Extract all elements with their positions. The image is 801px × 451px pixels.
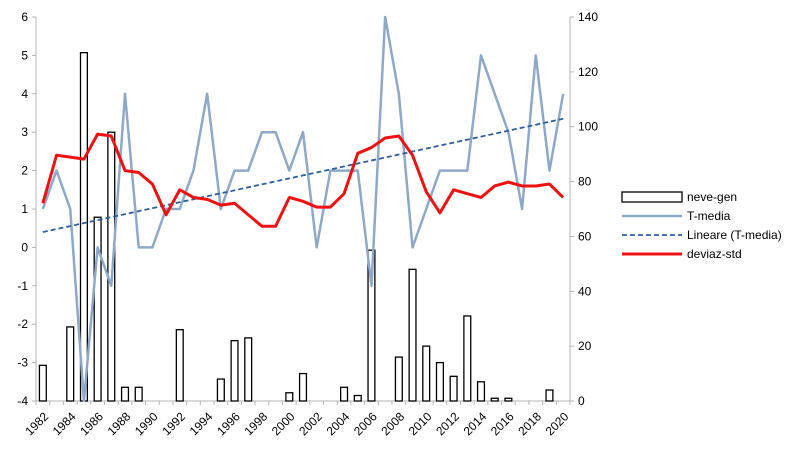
x-tick-label: 1992 <box>159 409 188 438</box>
bar-neve-gen <box>394 356 403 402</box>
x-tick-label: 1994 <box>187 409 216 438</box>
bar-neve-gen <box>230 340 239 402</box>
line-t-media <box>41 15 565 403</box>
line-trend-t-media <box>42 117 564 233</box>
x-tick-label: 1996 <box>214 409 243 438</box>
bar-neve-gen <box>93 216 102 402</box>
x-tick-label: 2020 <box>543 409 572 438</box>
legend-item: neve-gen <box>621 190 737 204</box>
tick-labels: -4-3-2-101234560204060801001201401982198… <box>17 10 598 438</box>
x-tick-label: 1988 <box>105 409 134 438</box>
y-right-tick-label: 100 <box>578 120 598 134</box>
y-left-tick-label: -1 <box>17 279 28 293</box>
bar-neve-gen <box>449 375 458 402</box>
legend-label: T-media <box>687 209 731 223</box>
x-tick-label: 2006 <box>351 409 380 438</box>
legend-label: Lineare (T-media) <box>687 228 782 242</box>
bar-neve-gen <box>79 52 88 402</box>
bar-neve-gen <box>216 378 225 402</box>
line-deviaz-std <box>41 132 565 228</box>
y-left-tick-label: 3 <box>21 125 28 139</box>
bar-neve-gen <box>490 397 499 402</box>
bar-neve-gen <box>66 326 75 402</box>
bar-neve-gen <box>244 337 253 402</box>
legend-item: deviaz-std <box>622 247 742 261</box>
y-right-tick-label: 120 <box>578 65 598 79</box>
bar-neve-gen <box>422 345 431 402</box>
bar-neve-gen <box>134 386 143 402</box>
x-tick-label: 1984 <box>50 409 79 438</box>
bar-neve-gen <box>38 364 47 402</box>
y-left-tick-label: 0 <box>21 240 28 254</box>
bar-neve-gen <box>545 389 554 402</box>
y-left-tick-label: -3 <box>17 356 28 370</box>
x-tick-label: 2004 <box>324 409 353 438</box>
y-right-tick-label: 140 <box>578 10 598 24</box>
x-tick-label: 1990 <box>132 409 161 438</box>
bar-neve-gen <box>504 397 513 402</box>
bar-series <box>38 52 554 402</box>
x-tick-label: 2014 <box>461 409 490 438</box>
line-series <box>41 15 565 403</box>
x-tick-label: 2018 <box>515 409 544 438</box>
bar-neve-gen <box>476 381 486 402</box>
y-left-tick-label: -2 <box>17 317 28 331</box>
x-tick-label: 2008 <box>378 409 407 438</box>
bar-neve-gen <box>367 249 376 402</box>
bar-neve-gen <box>120 386 130 402</box>
bar-neve-gen <box>175 329 184 402</box>
bar-neve-gen <box>340 386 349 402</box>
bar-neve-gen <box>353 394 362 402</box>
bar-neve-gen <box>408 268 417 402</box>
legend-swatch <box>621 191 683 203</box>
legend-label: deviaz-std <box>687 247 742 261</box>
bar-neve-gen <box>107 131 116 402</box>
bar-neve-gen <box>463 315 472 402</box>
legend-item: Lineare (T-media) <box>622 228 782 242</box>
x-tick-label: 2010 <box>406 409 435 438</box>
y-left-tick-label: 1 <box>21 202 28 216</box>
y-left-tick-label: 4 <box>21 87 28 101</box>
y-left-tick-label: 2 <box>21 164 28 178</box>
y-right-tick-label: 40 <box>578 284 592 298</box>
legend: neve-gen T-media Lineare (T-media) deviaz-s… <box>621 190 782 261</box>
x-tick-label: 2002 <box>296 409 325 438</box>
bar-neve-gen <box>298 372 308 402</box>
x-tick-label: 1982 <box>22 409 51 438</box>
x-tick-label: 2000 <box>269 409 298 438</box>
x-tick-label: 1998 <box>241 409 270 438</box>
bar-neve-gen <box>435 361 444 402</box>
legend-label: neve-gen <box>687 190 737 204</box>
legend-item: T-media <box>622 209 731 223</box>
y-right-tick-label: 80 <box>578 175 592 189</box>
y-right-tick-label: 60 <box>578 229 592 243</box>
y-left-tick-label: 6 <box>21 10 28 24</box>
x-tick-label: 2012 <box>433 409 462 438</box>
y-right-tick-label: 20 <box>578 339 592 353</box>
x-tick-label: 1986 <box>77 409 106 438</box>
bar-neve-gen <box>285 392 294 402</box>
y-left-tick-label: -4 <box>17 394 28 408</box>
x-tick-label: 2016 <box>488 409 517 438</box>
y-right-tick-label: 0 <box>578 394 585 408</box>
y-left-tick-label: 5 <box>21 48 28 62</box>
